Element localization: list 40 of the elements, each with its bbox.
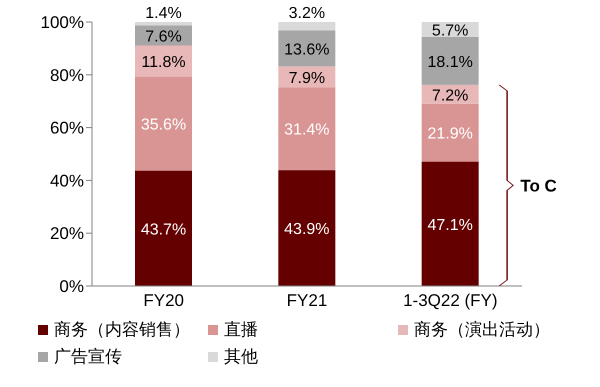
bar	[135, 22, 192, 26]
bar	[278, 22, 336, 30]
bar	[278, 87, 336, 170]
bar	[278, 30, 336, 66]
legend-label: 广告宣传	[54, 346, 122, 368]
legend-label: 商务（内容销售）	[54, 319, 190, 341]
annotation: To C	[520, 176, 557, 196]
x-tick-label: FY21	[286, 291, 328, 310]
data-label: 7.2%	[432, 87, 468, 104]
data-label: 47.1%	[427, 216, 473, 234]
data-label: 35.6%	[140, 116, 186, 134]
legend-label: 商务（演出活动）	[414, 319, 550, 341]
data-label: 5.7%	[432, 22, 468, 40]
y-tick-label: 20%	[50, 224, 84, 244]
data-label: 13.6%	[284, 41, 330, 58]
data-label: 11.8%	[141, 54, 186, 72]
bar	[135, 170, 192, 286]
y-tick-label: 60%	[50, 118, 84, 138]
data-label: 43.9%	[284, 221, 330, 238]
x-tick-label: 1-3Q22 (FY)	[403, 291, 498, 310]
data-label: 43.7%	[140, 221, 186, 238]
legend-label: 其他	[224, 346, 258, 368]
data-label: 1.4%	[145, 5, 182, 22]
y-tick-label: 80%	[50, 66, 84, 85]
legend-label: 直播	[224, 319, 258, 341]
y-tick-label: 100%	[40, 13, 84, 32]
data-label: 7.6%	[145, 28, 182, 46]
bar	[422, 162, 479, 286]
bar	[422, 104, 479, 162]
bar	[278, 170, 336, 286]
data-label: 18.1%	[427, 54, 473, 71]
bar	[422, 37, 479, 85]
bar	[135, 76, 192, 171]
data-label: 7.9%	[288, 70, 326, 87]
data-label: 3.2%	[288, 5, 326, 22]
y-tick-label: 40%	[50, 171, 84, 190]
data-label: 21.9%	[427, 126, 473, 143]
y-tick-label: 0%	[59, 277, 84, 296]
data-label: 31.4%	[284, 122, 330, 139]
x-tick-label: FY20	[143, 291, 184, 310]
